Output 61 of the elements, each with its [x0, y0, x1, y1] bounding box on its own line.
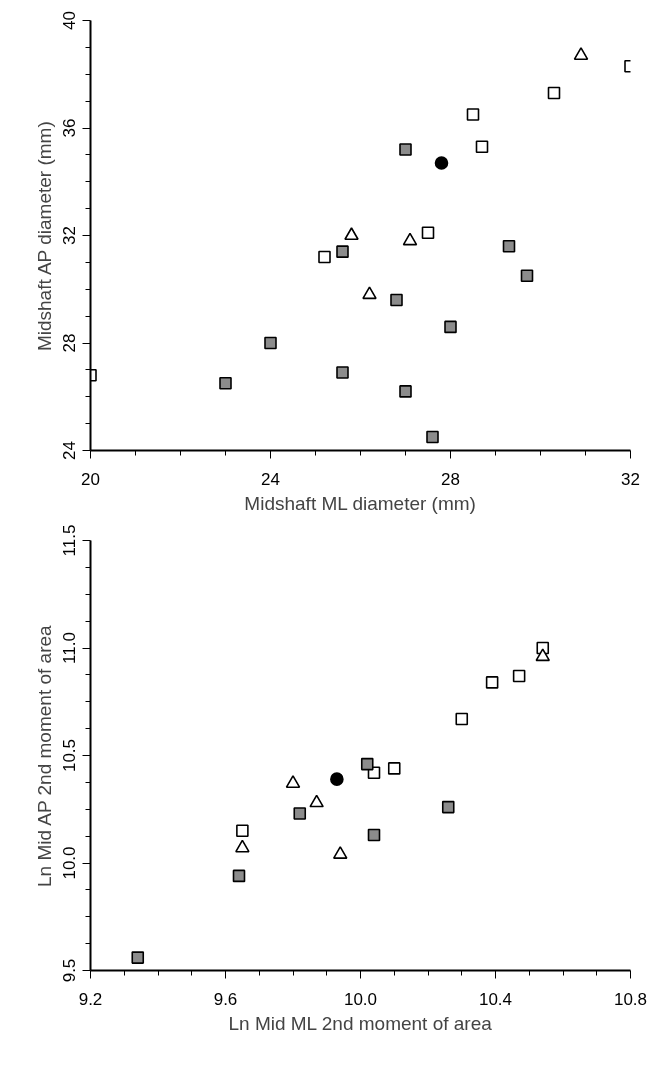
x-tick-label: 10.0: [343, 989, 378, 1009]
y-tick-label: 11.5: [59, 524, 79, 557]
point: [421, 226, 435, 240]
y-axis-title: Ln Mid AP 2nd moment of area: [33, 624, 55, 887]
x-axis-title: Ln Mid ML 2nd moment of area: [228, 1012, 493, 1034]
point: [235, 839, 250, 853]
point: [520, 269, 534, 283]
point: [264, 336, 277, 350]
point: [455, 712, 469, 726]
point: [399, 143, 412, 156]
x-tick-label: 10.4: [478, 989, 513, 1009]
y-tick-label: 9.5: [59, 958, 79, 983]
point: [434, 156, 449, 170]
point: [293, 807, 307, 820]
y-tick-label: 24: [59, 441, 79, 460]
x-tick-label: 10.8: [613, 989, 648, 1009]
point: [285, 775, 301, 788]
point: [441, 800, 455, 814]
point: [219, 377, 232, 390]
y-tick-label: 28: [59, 333, 79, 353]
point: [402, 232, 418, 246]
point: [573, 47, 589, 60]
point: [332, 846, 348, 859]
point: [426, 430, 439, 444]
point: [535, 648, 551, 662]
point: [336, 245, 349, 258]
point: [475, 140, 489, 154]
point: [512, 669, 526, 683]
point: [547, 86, 561, 100]
point: [362, 286, 377, 300]
x-axis-title: Midshaft ML diameter (mm): [244, 492, 476, 514]
point: [485, 676, 499, 689]
point: [367, 828, 381, 842]
point: [360, 757, 374, 771]
point: [399, 385, 412, 398]
point: [444, 320, 457, 334]
x-tick-label: 24: [261, 469, 280, 489]
x-tick-label: 28: [441, 469, 460, 489]
point: [330, 772, 344, 786]
x-tick-label: 9.6: [213, 989, 238, 1009]
point: [232, 869, 246, 883]
point: [318, 250, 331, 264]
point: [390, 293, 403, 307]
y-tick-label: 36: [59, 118, 79, 138]
point: [131, 951, 145, 964]
point: [387, 762, 401, 775]
point: [309, 794, 324, 808]
point: [336, 366, 349, 379]
x-tick-label: 32: [621, 469, 640, 489]
x-tick-label: 20: [81, 469, 100, 489]
y-tick-label: 11.0: [59, 632, 79, 664]
point: [502, 239, 516, 253]
y-tick-label: 10.5: [59, 738, 79, 773]
y-tick-label: 32: [59, 226, 79, 245]
x-tick-label: 9.2: [78, 989, 103, 1009]
y-tick-label: 40: [59, 11, 79, 30]
y-tick-label: 10.0: [59, 846, 79, 880]
point: [344, 227, 359, 241]
y-axis-title: Midshaft AP diameter (mm): [33, 121, 55, 352]
point: [466, 108, 480, 121]
point: [236, 824, 249, 838]
